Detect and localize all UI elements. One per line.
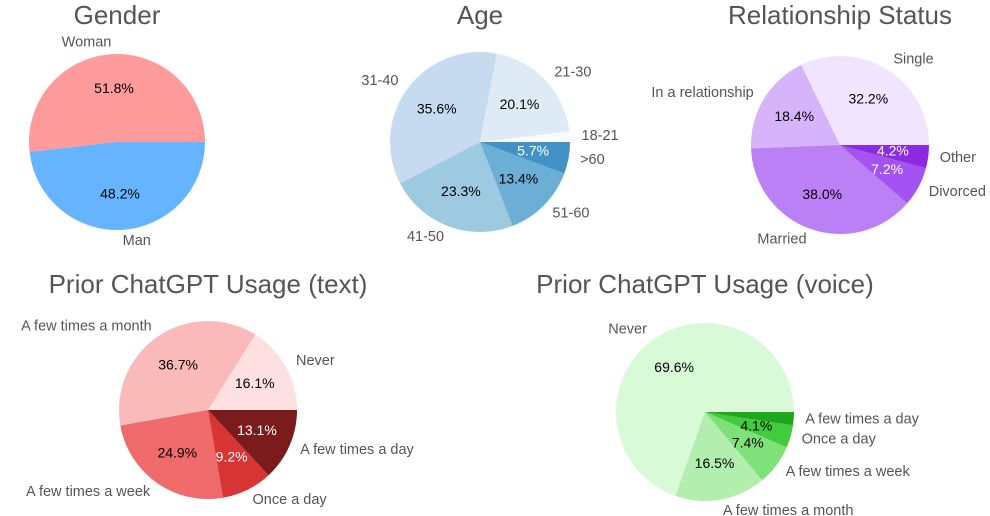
pie-chart: Gender Woman 51.8% Man 48.2% xyxy=(29,0,206,249)
percent-label: 7.4% xyxy=(732,435,764,451)
pie-slice xyxy=(29,142,205,231)
chart-title: Prior ChatGPT Usage (text) xyxy=(49,269,368,299)
pie-slice xyxy=(208,410,269,498)
percent-label: 36.7% xyxy=(158,356,198,372)
slice-label: Once a day xyxy=(253,492,328,508)
pie-slice xyxy=(705,412,787,481)
percent-label: 4.1% xyxy=(740,417,772,433)
slice-label: 51-60 xyxy=(552,205,589,221)
percent-label: 51.8% xyxy=(94,80,134,96)
chart-title: Age xyxy=(457,0,503,30)
pie-slice xyxy=(118,321,256,426)
pie-chart: Age 18-21 21-30 20.1% 31-40 35.6% 41-50 23.3% 51… xyxy=(361,0,618,245)
percent-label: 69.6% xyxy=(654,359,694,375)
slice-label: In a relationship xyxy=(651,85,753,101)
pie-slice xyxy=(208,334,297,410)
slice-label: 18-21 xyxy=(582,128,619,144)
pie-slice xyxy=(480,142,570,174)
pie-slice xyxy=(705,412,794,426)
slice-label: 31-40 xyxy=(361,73,398,89)
slice-label: A few times a day xyxy=(300,442,414,458)
pie-chart: Prior ChatGPT Usage (text) Never 16.1% A fe… xyxy=(21,269,414,508)
slice-label: A few times a month xyxy=(723,503,854,516)
slice-label: A few times a week xyxy=(26,484,151,500)
percent-label: 38.0% xyxy=(802,186,842,202)
percent-label: 24.9% xyxy=(157,444,197,460)
pie-slice xyxy=(751,145,908,234)
chart-title: Gender xyxy=(74,0,161,30)
slice-label: Other xyxy=(940,150,976,166)
percent-label: 35.6% xyxy=(417,100,457,116)
slice-label: Man xyxy=(123,233,151,249)
slice-label: Once a day xyxy=(802,432,877,448)
percent-label: 13.4% xyxy=(499,171,539,187)
slice-label: Single xyxy=(893,52,933,68)
percent-label: 18.4% xyxy=(774,108,814,124)
slice-label: Divorced xyxy=(929,184,986,200)
pie-slice xyxy=(705,412,793,448)
percent-label: 7.2% xyxy=(871,161,903,177)
pie-slice xyxy=(616,323,794,496)
pie-slice xyxy=(208,410,297,476)
percent-label: 23.3% xyxy=(441,183,481,199)
slice-label: A few times a day xyxy=(805,411,919,427)
slice-label: Married xyxy=(757,232,806,248)
pie-slice xyxy=(400,142,513,233)
slice-label: A few times a week xyxy=(786,464,911,480)
slice-label: Never xyxy=(608,322,647,338)
pie-slice xyxy=(840,145,929,169)
pie-slice xyxy=(480,53,570,142)
pie-slice xyxy=(801,56,929,145)
slice-label: A few times a month xyxy=(21,318,152,334)
percent-label: 32.2% xyxy=(848,90,888,106)
slice-label: 41-50 xyxy=(407,229,444,245)
pie-slice xyxy=(840,145,926,204)
pie-slice xyxy=(480,142,565,226)
pie-slice xyxy=(29,54,206,152)
pie-chart: Relationship Status Single 32.2% In a relat… xyxy=(651,0,986,248)
slice-label: Never xyxy=(296,353,335,369)
chart-title: Relationship Status xyxy=(728,0,952,30)
percent-label: 9.2% xyxy=(216,449,248,465)
pie-slice xyxy=(389,52,497,184)
chart-title: Prior ChatGPT Usage (voice) xyxy=(536,269,874,299)
pie-slice xyxy=(480,131,570,142)
percent-label: 16.5% xyxy=(695,455,735,471)
slice-label: 21-30 xyxy=(554,64,591,80)
percent-label: 20.1% xyxy=(500,96,540,112)
percent-label: 5.7% xyxy=(517,142,549,158)
pie-slice xyxy=(675,412,763,501)
slice-label: Woman xyxy=(62,35,112,51)
pie-slice xyxy=(120,410,224,500)
percent-label: 4.2% xyxy=(877,143,909,159)
percent-label: 16.1% xyxy=(235,375,275,391)
percent-label: 13.1% xyxy=(237,422,277,438)
slice-label: >60 xyxy=(580,152,605,168)
pie-chart: Prior ChatGPT Usage (voice) Never 69.6% A f… xyxy=(536,269,919,516)
percent-label: 48.2% xyxy=(100,185,140,201)
pie-slice xyxy=(751,64,840,149)
